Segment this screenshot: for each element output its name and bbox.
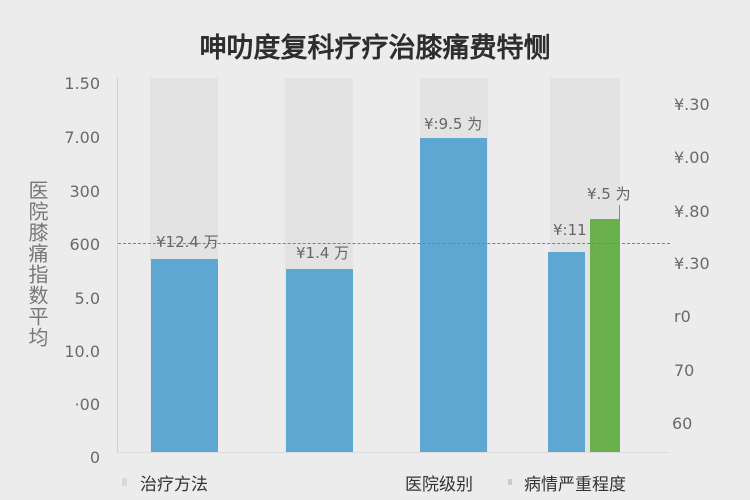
y-tick-right: ¥.00: [674, 148, 710, 167]
y-axis-label: 医院膝痛指数平均: [25, 180, 49, 348]
legend-item-severity[interactable]: 病情严重程度: [524, 475, 626, 495]
y-tick-left: ·00: [74, 395, 100, 414]
y-tick-left: 1.50: [64, 74, 100, 93]
bar-treatment-method[interactable]: [151, 259, 218, 452]
reference-line: [118, 243, 670, 244]
legend-swatch: [508, 479, 512, 485]
data-label: ¥1.4 万: [296, 244, 350, 262]
legend-item-hospital[interactable]: 医院级别: [405, 475, 473, 495]
label-pointer: [619, 205, 620, 219]
y-tick-left: 600: [69, 235, 100, 254]
data-label: ¥.5 为: [587, 185, 631, 203]
y-tick-left: 5.0: [74, 289, 100, 308]
bar-hospital-level[interactable]: [420, 138, 487, 452]
y-tick-right: r0: [674, 307, 691, 326]
y-axis-line: [117, 78, 118, 452]
y-tick-right: 60: [672, 414, 693, 433]
y-tick-left: 0: [89, 448, 100, 467]
bar-severity-blue[interactable]: [548, 252, 585, 452]
x-axis-line: [117, 452, 670, 453]
data-label: ¥:9.5 为: [424, 115, 483, 133]
y-tick-right: ¥.30: [674, 254, 710, 273]
bar-severity-green[interactable]: [590, 219, 620, 452]
legend-item-treatment[interactable]: 治疗方法: [140, 475, 208, 495]
y-tick-right: ¥.30: [674, 95, 710, 114]
y-tick-right: 70: [674, 361, 695, 380]
y-tick-left: 10.0: [64, 342, 100, 361]
legend-swatch: [122, 478, 127, 486]
data-label: ¥12.4 万: [156, 233, 219, 251]
y-tick-left: 7.00: [64, 128, 100, 147]
bar-group-2[interactable]: [286, 269, 353, 452]
y-tick-left: 300: [69, 182, 100, 201]
y-tick-right: ¥.80: [674, 202, 710, 221]
data-label: ¥:11: [553, 221, 587, 239]
chart-title: 呻叻度复科疗疗治膝痛费特恻: [199, 33, 551, 64]
